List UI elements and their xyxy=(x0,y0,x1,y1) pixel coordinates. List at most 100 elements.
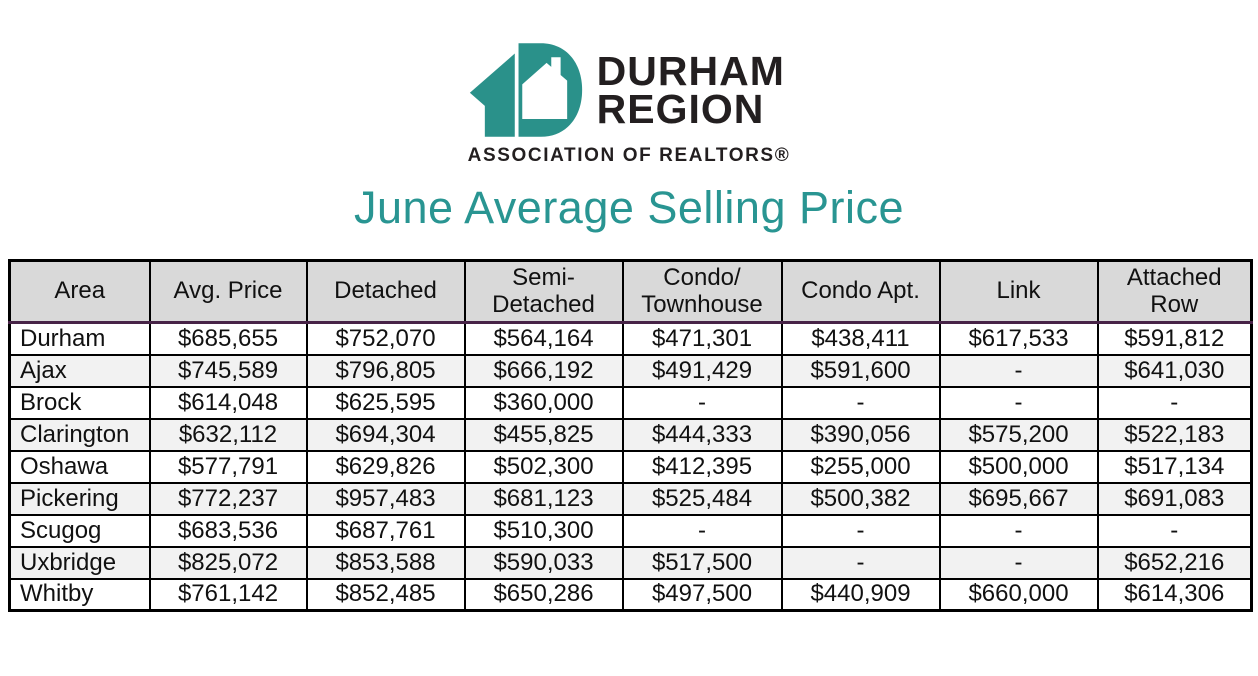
price-cell: $577,791 xyxy=(148,449,308,484)
area-cell: Scugog xyxy=(8,513,151,548)
price-cell: $517,134 xyxy=(1096,449,1253,484)
price-cell: - xyxy=(938,545,1099,580)
price-cell: $614,048 xyxy=(148,385,308,420)
price-cell: $502,300 xyxy=(463,449,624,484)
price-cell: - xyxy=(621,513,783,548)
price-cell: $666,192 xyxy=(463,353,624,388)
area-cell: Oshawa xyxy=(8,449,151,484)
price-cell: - xyxy=(938,385,1099,420)
price-cell: $625,595 xyxy=(305,385,466,420)
price-cell: $360,000 xyxy=(463,385,624,420)
price-cell: $564,164 xyxy=(463,321,624,356)
price-cell: - xyxy=(780,513,941,548)
price-cell: $500,000 xyxy=(938,449,1099,484)
price-cell: - xyxy=(780,385,941,420)
price-cell: $617,533 xyxy=(938,321,1099,356)
price-cell: - xyxy=(938,513,1099,548)
price-cell: $591,812 xyxy=(1096,321,1253,356)
area-cell: Durham xyxy=(8,321,151,356)
price-cell: $629,826 xyxy=(305,449,466,484)
column-header-condo-townhouse: Condo/Townhouse xyxy=(621,259,783,324)
price-cell: $510,300 xyxy=(463,513,624,548)
price-cell: $957,483 xyxy=(305,481,466,516)
durham-region-house-d-icon xyxy=(469,43,582,137)
price-cell: $255,000 xyxy=(780,449,941,484)
area-cell: Uxbridge xyxy=(8,545,151,580)
price-cell: $455,825 xyxy=(463,417,624,452)
price-cell: $652,216 xyxy=(1096,545,1253,580)
area-cell: Ajax xyxy=(8,353,151,388)
price-cell: $522,183 xyxy=(1096,417,1253,452)
table-row-ajax: Ajax $745,589 $796,805 $666,192 $491,429… xyxy=(8,353,1253,388)
column-header-attached-row: Attached Row xyxy=(1096,259,1253,324)
org-name-line2: REGION xyxy=(596,86,765,132)
price-cell: $695,667 xyxy=(938,481,1099,516)
average-selling-price-table: Area Avg. Price Detached Semi- Detached C… xyxy=(8,259,1253,612)
price-cell: $525,484 xyxy=(621,481,783,516)
table-row-scugog: Scugog $683,536 $687,761 $510,300 - - - … xyxy=(8,513,1253,548)
price-cell: $438,411 xyxy=(780,321,941,356)
price-cell: $491,429 xyxy=(621,353,783,388)
price-cell: $683,536 xyxy=(148,513,308,548)
table-row-oshawa: Oshawa $577,791 $629,826 $502,300 $412,3… xyxy=(8,449,1253,484)
table-row-pickering: Pickering $772,237 $957,483 $681,123 $52… xyxy=(8,481,1253,516)
price-cell: - xyxy=(1096,385,1253,420)
price-cell: $825,072 xyxy=(148,545,308,580)
logo: DURHAM REGION ASSOCIATION OF REALTORS® xyxy=(468,40,791,167)
price-cell: $500,382 xyxy=(780,481,941,516)
price-cell: $772,237 xyxy=(148,481,308,516)
price-cell: $614,306 xyxy=(1096,577,1253,612)
column-header-avg-price: Avg. Price xyxy=(148,259,308,324)
price-cell: $497,500 xyxy=(621,577,783,612)
price-cell: - xyxy=(780,545,941,580)
price-cell: $517,500 xyxy=(621,545,783,580)
price-cell: $761,142 xyxy=(148,577,308,612)
price-cell: - xyxy=(1096,513,1253,548)
table-header: Area Avg. Price Detached Semi- Detached C… xyxy=(8,259,1253,324)
area-cell: Brock xyxy=(8,385,151,420)
price-cell: $681,123 xyxy=(463,481,624,516)
price-cell: $641,030 xyxy=(1096,353,1253,388)
price-cell: $685,655 xyxy=(148,321,308,356)
table-row-whitby: Whitby $761,142 $852,485 $650,286 $497,5… xyxy=(8,577,1253,612)
column-header-area: Area xyxy=(8,259,151,324)
price-cell: $745,589 xyxy=(148,353,308,388)
price-cell: $471,301 xyxy=(621,321,783,356)
table-row-clarington: Clarington $632,112 $694,304 $455,825 $4… xyxy=(8,417,1253,452)
table-body: Durham $685,655 $752,070 $564,164 $471,3… xyxy=(8,321,1253,612)
price-cell: $796,805 xyxy=(305,353,466,388)
column-header-detached: Detached xyxy=(305,259,466,324)
table-row-uxbridge: Uxbridge $825,072 $853,588 $590,033 $517… xyxy=(8,545,1253,580)
area-cell: Pickering xyxy=(8,481,151,516)
price-cell: $575,200 xyxy=(938,417,1099,452)
price-cell: $591,600 xyxy=(780,353,941,388)
price-cell: $440,909 xyxy=(780,577,941,612)
price-cell: $852,485 xyxy=(305,577,466,612)
org-name: DURHAM REGION xyxy=(596,47,785,132)
price-cell: $390,056 xyxy=(780,417,941,452)
price-cell: $853,588 xyxy=(305,545,466,580)
header-row: Area Avg. Price Detached Semi- Detached C… xyxy=(8,259,1253,324)
price-cell: $590,033 xyxy=(463,545,624,580)
price-cell: $694,304 xyxy=(305,417,466,452)
price-cell: $687,761 xyxy=(305,513,466,548)
price-cell: $752,070 xyxy=(305,321,466,356)
table-row-durham: Durham $685,655 $752,070 $564,164 $471,3… xyxy=(8,321,1253,356)
area-cell: Clarington xyxy=(8,417,151,452)
price-cell: $444,333 xyxy=(621,417,783,452)
page-title: June Average Selling Price xyxy=(353,182,904,233)
price-cell: - xyxy=(621,385,783,420)
price-cell: $632,112 xyxy=(148,417,308,452)
table-row-brock: Brock $614,048 $625,595 $360,000 - - - - xyxy=(8,385,1253,420)
column-header-condo-apt: Condo Apt. xyxy=(780,259,941,324)
price-cell: - xyxy=(938,353,1099,388)
area-cell: Whitby xyxy=(8,577,151,612)
column-header-link: Link xyxy=(938,259,1099,324)
price-cell: $412,395 xyxy=(621,449,783,484)
price-cell: $650,286 xyxy=(463,577,624,612)
org-tagline: ASSOCIATION OF REALTORS® xyxy=(467,145,791,166)
price-cell: $691,083 xyxy=(1096,481,1253,516)
price-cell: $660,000 xyxy=(938,577,1099,612)
org-name-line1: DURHAM xyxy=(596,47,785,94)
column-header-semi-detached: Semi- Detached xyxy=(463,259,624,324)
